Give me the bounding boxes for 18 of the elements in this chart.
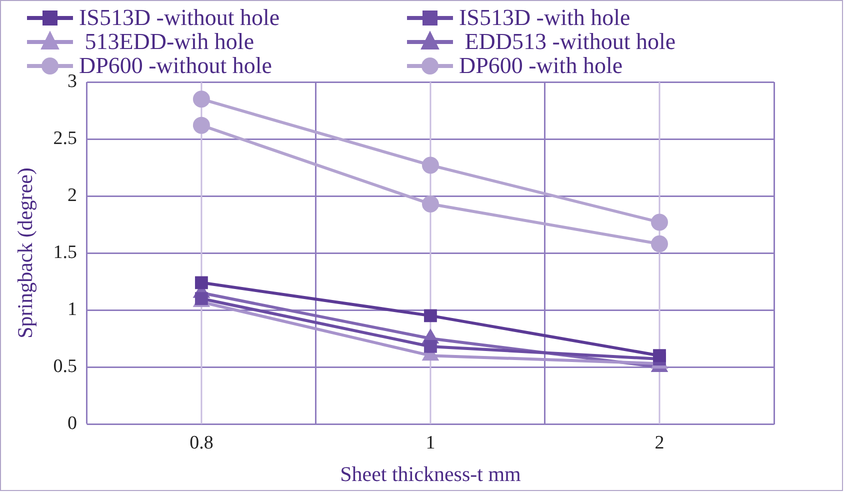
y-tick-label: 2.5 — [53, 128, 77, 149]
y-tick-label: 1.5 — [53, 242, 77, 263]
y-tick-label: 1 — [67, 298, 77, 320]
x-tick-label: 1 — [426, 432, 436, 454]
legend-label: EDD513 -without hole — [464, 29, 676, 54]
y-tick-label: 2 — [67, 184, 77, 206]
legend-label: IS513D -with hole — [459, 5, 630, 30]
y-axis-title: Springback (degree) — [13, 168, 38, 338]
legend-label: 513EDD-wih hole — [84, 29, 254, 54]
x-tick-label: 2 — [654, 432, 664, 454]
x-tick-label: 0.8 — [190, 432, 214, 454]
y-tick-label: 0.5 — [53, 356, 77, 377]
x-axis-title: Sheet thickness-t mm — [340, 462, 521, 486]
y-tick-label: 0 — [67, 412, 77, 434]
legend-label: IS513D -without hole — [79, 5, 280, 30]
y-tick-label: 3 — [67, 70, 77, 92]
legend-label: DP600 -with hole — [459, 53, 623, 78]
legend-label: DP600 -without hole — [79, 53, 272, 78]
